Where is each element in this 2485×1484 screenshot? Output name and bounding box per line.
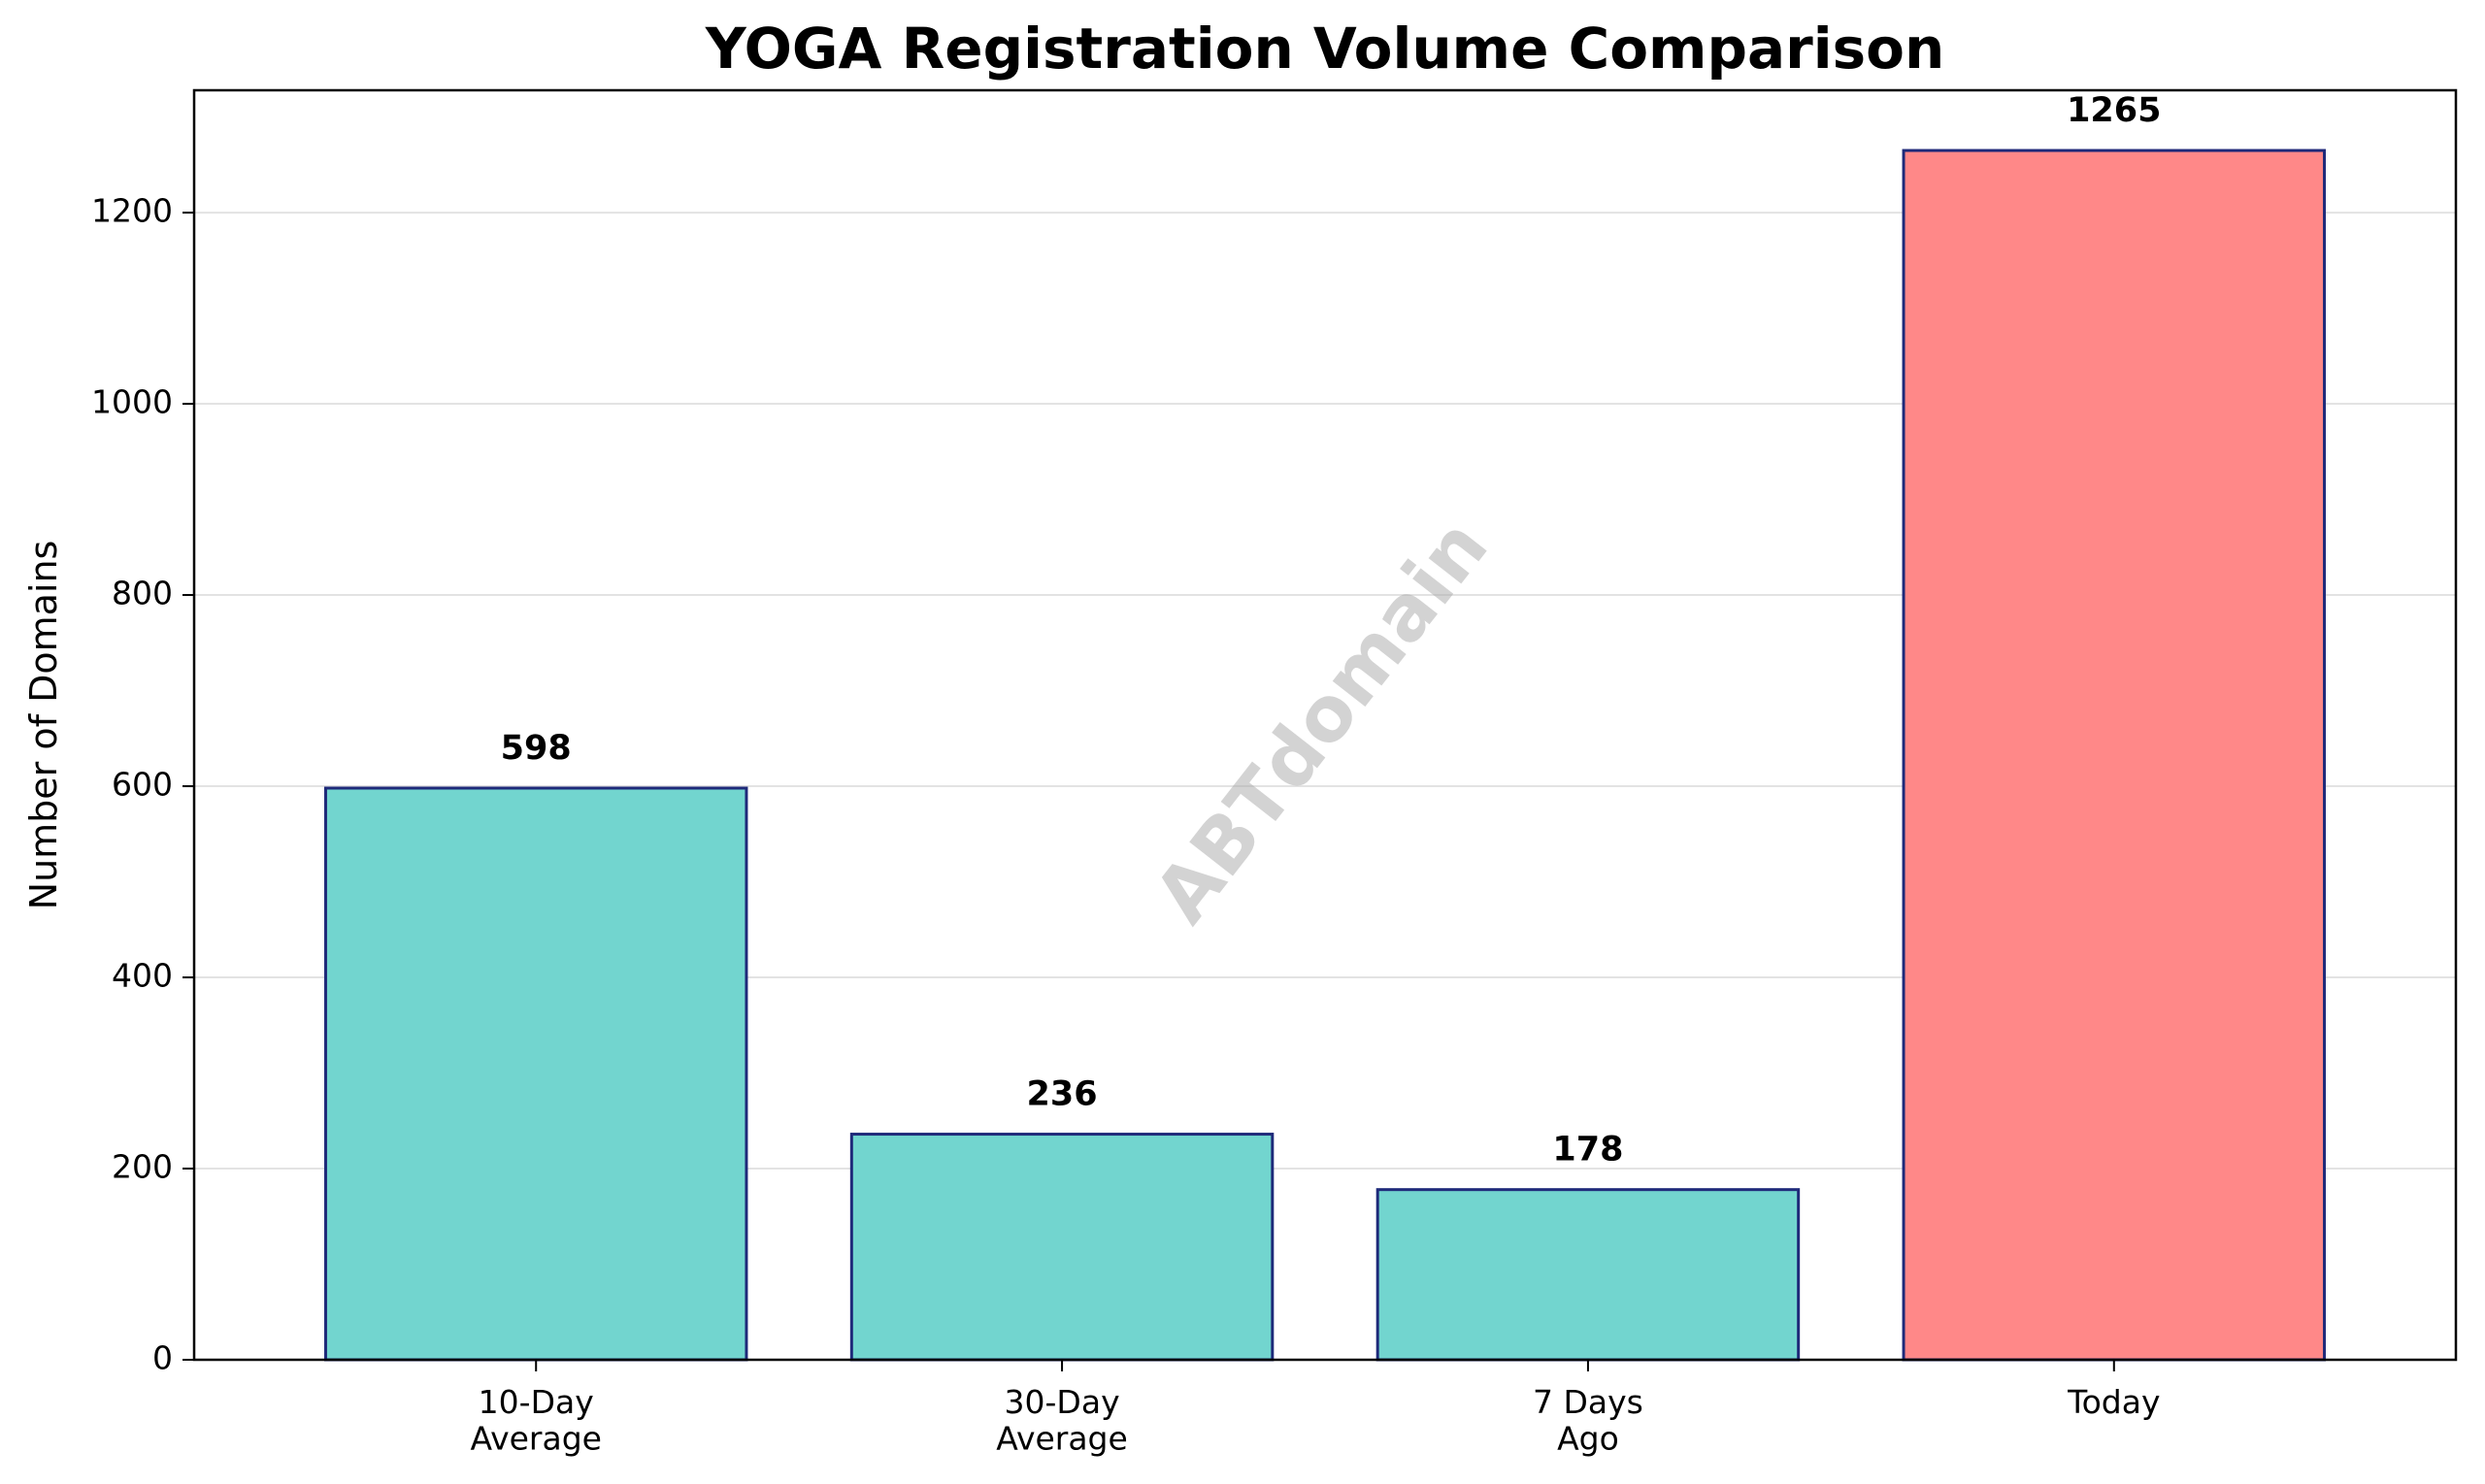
bar — [1375, 1188, 1801, 1362]
bar-value-label: 598 — [501, 729, 572, 768]
y-axis-label: Number of Domains — [22, 541, 65, 910]
y-tick-label: 800 — [112, 575, 173, 612]
y-tick-label: 400 — [112, 957, 173, 995]
y-tick-label: 0 — [152, 1339, 173, 1377]
x-tick-label-line: Average — [470, 1419, 602, 1457]
plot-area-frame — [192, 88, 2458, 1362]
y-tick-label: 200 — [112, 1148, 173, 1186]
x-tick-label-line: Average — [996, 1419, 1128, 1457]
x-tick-label-line: Today — [2067, 1383, 2160, 1421]
data-labels: 598 236 178 1265 — [501, 91, 2162, 1170]
x-tick-label: 30-Day Average — [996, 1383, 1128, 1457]
x-tick-label: 7 Days Ago — [1533, 1383, 1643, 1457]
y-tick-label: 1000 — [91, 383, 173, 421]
x-tick-label-line: 30-Day — [1005, 1383, 1120, 1421]
x-tick-label: Today — [2067, 1383, 2160, 1421]
x-tick-label-line: Ago — [1557, 1419, 1619, 1457]
bar-value-label: 1265 — [2067, 91, 2161, 130]
y-axis: 0 200 400 600 800 1000 1200 — [91, 192, 194, 1377]
bar-value-label: 178 — [1552, 1131, 1623, 1170]
x-tick-label: 10-Day Average — [470, 1383, 602, 1457]
y-tick-label: 600 — [112, 766, 173, 804]
x-tick-label-line: 10-Day — [479, 1383, 594, 1421]
bar — [1902, 148, 2327, 1362]
y-tick-label: 1200 — [91, 192, 173, 230]
bar — [849, 1133, 1275, 1362]
x-tick-label-line: 7 Days — [1533, 1383, 1643, 1421]
bar — [323, 786, 748, 1362]
bar-value-label: 236 — [1027, 1075, 1098, 1114]
chart-title: YOGA Registration Volume Comparison — [705, 16, 1945, 82]
